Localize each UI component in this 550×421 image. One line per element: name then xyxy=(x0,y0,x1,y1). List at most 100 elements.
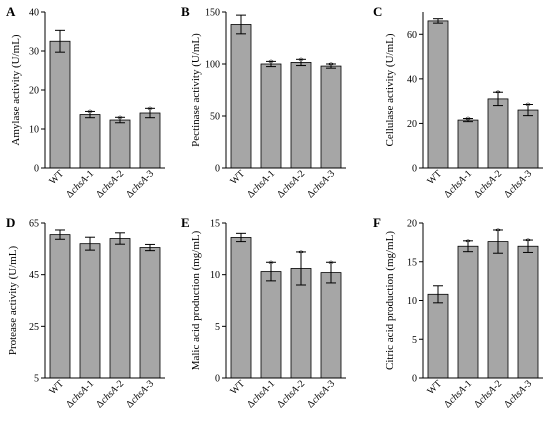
significance-star: * xyxy=(465,115,471,127)
category-label: ΔchsA-3 xyxy=(124,378,156,410)
category-label: WT xyxy=(425,378,444,397)
significance-star: * xyxy=(328,60,334,72)
y-tick-label: 15 xyxy=(407,257,417,268)
y-tick-label: 0 xyxy=(215,374,220,385)
y-axis-label: Malic acid production (mg/mL) xyxy=(190,230,202,370)
significance-star: * xyxy=(268,57,274,69)
y-tick-label: 5 xyxy=(412,335,417,346)
bar xyxy=(457,119,479,169)
y-tick-label: 0 xyxy=(412,374,417,385)
bar xyxy=(139,247,161,379)
significance-star: * xyxy=(298,55,304,67)
panel-C: C WT * ΔchsA-1 * ΔchsA-2 * ΔchsA-3 0 20 40 60 Cellul… xyxy=(373,4,543,200)
bar xyxy=(109,119,131,169)
bar xyxy=(517,245,539,379)
y-tick-label: 20 xyxy=(29,86,39,97)
bar xyxy=(230,237,252,379)
category-label: ΔchsA-3 xyxy=(305,378,337,410)
bar xyxy=(487,241,509,379)
significance-star: * xyxy=(147,104,153,116)
y-tick-label: 150 xyxy=(205,8,220,19)
category-label: ΔchsA-2 xyxy=(94,378,126,410)
significance-star: * xyxy=(298,248,304,260)
bar xyxy=(49,234,71,379)
y-tick-label: 0 xyxy=(215,164,220,175)
category-label: WT xyxy=(425,168,444,187)
panel-B: B WT * ΔchsA-1 * ΔchsA-2 * ΔchsA-3 0 50 100 150 Pect… xyxy=(181,4,346,200)
bar xyxy=(49,40,71,169)
category-label: ΔchsA-2 xyxy=(472,378,504,410)
bar xyxy=(320,272,342,379)
significance-star: * xyxy=(495,226,501,238)
significance-star: * xyxy=(465,237,471,249)
category-label: ΔchsA-1 xyxy=(64,168,96,200)
y-tick-label: 65 xyxy=(29,219,39,230)
bar xyxy=(320,65,342,169)
y-tick-label: 20 xyxy=(407,219,417,230)
bar xyxy=(427,293,449,379)
category-label: ΔchsA-2 xyxy=(472,168,504,200)
category-label: WT xyxy=(47,378,66,397)
y-tick-label: 60 xyxy=(407,30,417,41)
y-tick-label: 45 xyxy=(29,270,39,281)
category-label: ΔchsA-3 xyxy=(502,378,534,410)
category-label: WT xyxy=(228,378,247,397)
significance-star: * xyxy=(328,258,334,270)
y-tick-label: 30 xyxy=(29,47,39,58)
category-label: ΔchsA-2 xyxy=(94,168,126,200)
bar xyxy=(79,243,101,379)
y-tick-label: 15 xyxy=(210,219,220,230)
category-label: ΔchsA-1 xyxy=(245,378,277,410)
category-label: ΔchsA-2 xyxy=(275,168,307,200)
significance-star: * xyxy=(117,113,123,125)
y-tick-label: 5 xyxy=(34,374,39,385)
panel-letter: C xyxy=(373,4,382,19)
category-label: ΔchsA-3 xyxy=(305,168,337,200)
panel-letter: B xyxy=(181,4,190,19)
category-label: ΔchsA-2 xyxy=(275,378,307,410)
y-axis-label: Cellulase activity (U/mL) xyxy=(384,33,396,146)
y-tick-label: 40 xyxy=(407,74,417,85)
category-label: WT xyxy=(228,168,247,187)
bar xyxy=(79,114,101,169)
bar xyxy=(517,109,539,169)
bar xyxy=(139,112,161,169)
bar xyxy=(427,20,449,169)
y-tick-label: 100 xyxy=(205,60,220,71)
category-label: ΔchsA-1 xyxy=(442,168,474,200)
category-label: ΔchsA-1 xyxy=(442,378,474,410)
category-label: ΔchsA-1 xyxy=(64,378,96,410)
category-label: ΔchsA-3 xyxy=(124,168,156,200)
y-tick-label: 0 xyxy=(412,164,417,175)
panel-A: A WT * ΔchsA-1 * ΔchsA-2 * ΔchsA-3 0 10 20 30 40 Amyl… xyxy=(6,4,165,200)
panel-letter: A xyxy=(6,4,16,19)
category-label: ΔchsA-3 xyxy=(502,168,534,200)
panel-F: F WT * ΔchsA-1 * ΔchsA-2 * ΔchsA-3 0 5 10 15 20 Citri… xyxy=(373,215,543,410)
panel-letter: E xyxy=(181,215,190,230)
y-axis-label: Amylase activity (U/mL) xyxy=(10,34,22,146)
y-tick-label: 10 xyxy=(407,296,417,307)
bar xyxy=(230,24,252,169)
category-label: ΔchsA-1 xyxy=(245,168,277,200)
significance-star: * xyxy=(87,107,93,119)
panel-letter: F xyxy=(373,215,381,230)
y-tick-label: 10 xyxy=(210,270,220,281)
y-axis-label: Pectinase activity (U/mL) xyxy=(190,33,202,147)
y-tick-label: 5 xyxy=(215,322,220,333)
bar xyxy=(109,238,131,379)
y-tick-label: 10 xyxy=(29,125,39,136)
y-axis-label: Citric acid production (mg/mL) xyxy=(384,231,396,370)
panel-letter: D xyxy=(6,215,15,230)
bar xyxy=(487,98,509,169)
significance-star: * xyxy=(495,88,501,100)
significance-star: * xyxy=(525,100,531,112)
bar xyxy=(260,63,282,169)
panel-E: E WT * ΔchsA-1 * ΔchsA-2 * ΔchsA-3 0 5 10 15 Malic a… xyxy=(181,215,346,410)
y-tick-label: 20 xyxy=(407,119,417,130)
y-tick-label: 40 xyxy=(29,8,39,19)
bar xyxy=(260,271,282,379)
y-tick-label: 50 xyxy=(210,112,220,123)
bar xyxy=(290,62,312,169)
